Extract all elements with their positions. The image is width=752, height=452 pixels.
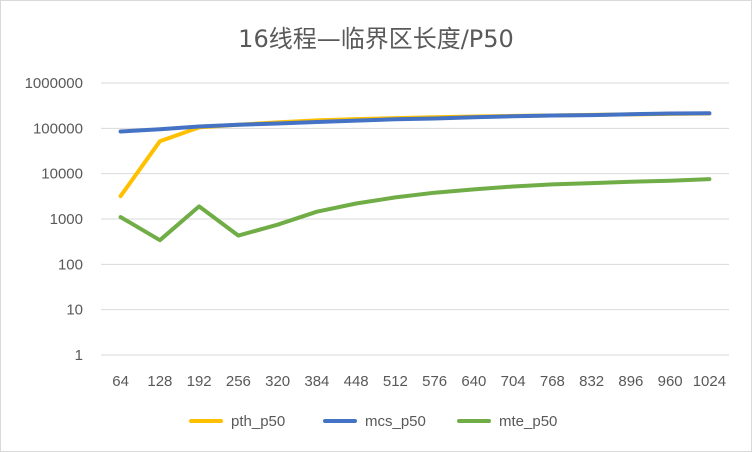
x-tick-label: 512 [383,373,408,390]
legend-item-pth-p50: pth_p50 [189,411,285,431]
y-tick-label: 100 [58,256,83,273]
x-tick-label: 1024 [693,373,726,390]
legend-label: mcs_p50 [365,412,426,430]
series-line-mte-p50 [118,177,712,243]
y-tick-label: 1 [75,347,83,364]
y-tick-label: 1000 [50,211,83,228]
y-tick-label: 10 [66,302,83,319]
legend-item-mte-p50: mte_p50 [457,411,557,431]
x-tick-label: 320 [265,373,290,390]
legend-swatch [457,419,491,423]
x-tick-label: 704 [501,373,526,390]
chart-title: 16线程—临界区长度/P50 [238,25,514,53]
legend: pth_p50 mcs_p50 mte_p50 [1,411,751,435]
legend-label: pth_p50 [231,412,286,430]
x-tick-label: 896 [618,373,643,390]
legend-label: mte_p50 [499,412,558,430]
y-tick-label: 100000 [33,120,83,137]
series-line-mcs-p50 [118,111,712,134]
y-tick-label: 1000000 [25,75,83,92]
x-tick-label: 768 [540,373,565,390]
x-tick-label: 640 [461,373,486,390]
x-tick-label: 832 [579,373,604,390]
legend-swatch [189,419,223,423]
x-tick-label: 128 [147,373,172,390]
x-tick-label: 960 [658,373,683,390]
x-tick-label: 448 [344,373,369,390]
x-tick-label: 192 [187,373,212,390]
legend-item-mcs-p50: mcs_p50 [323,411,426,431]
x-tick-label: 576 [422,373,447,390]
x-tick-label: 256 [226,373,251,390]
legend-swatch [323,419,357,423]
x-tick-label: 64 [112,373,129,390]
x-tick-label: 384 [304,373,329,390]
y-tick-label: 10000 [41,166,83,183]
